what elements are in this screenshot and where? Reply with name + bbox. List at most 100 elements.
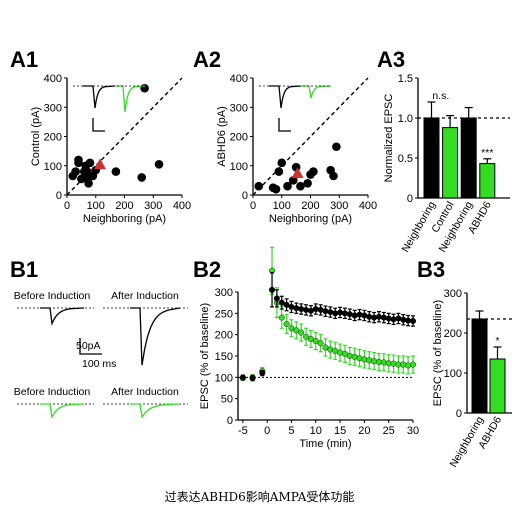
x-tick-label: 20 <box>358 425 370 437</box>
significance-label: n.s. <box>432 90 449 102</box>
x-tick-label: 0 <box>250 200 256 212</box>
panel-label-b1: B1 <box>10 257 38 282</box>
bar <box>442 127 459 199</box>
data-point <box>317 340 324 347</box>
unity-line <box>252 77 369 196</box>
x-tick-label: 300 <box>144 200 162 212</box>
data-point <box>410 318 417 325</box>
data-point <box>249 375 256 382</box>
data-point <box>303 306 310 313</box>
scatter-a1: 0 100 200 300 400 0 100 200 300 400 Neighboring (p… <box>30 73 191 225</box>
significance-label: *** <box>481 147 493 159</box>
data-point <box>375 313 382 320</box>
data-point <box>366 313 373 320</box>
data-point <box>271 184 281 194</box>
significance-label: * <box>495 335 499 347</box>
x-axis-label: Neighboring (pA) <box>269 213 352 225</box>
y-tick-label: 50 <box>221 394 233 406</box>
trace-before <box>40 307 85 326</box>
y-tick-label: 200 <box>44 132 62 144</box>
data-point <box>137 173 147 182</box>
y-tick-label: 0 <box>227 415 233 427</box>
y-tick-label: 400 <box>44 73 62 85</box>
data-point <box>269 286 276 293</box>
data-point <box>410 361 417 368</box>
bars-a3: 00.51.01.5NeighboringControlNeighboringA… <box>383 73 510 255</box>
inset-scalebar <box>278 118 291 132</box>
x-axis-label: Neighboring (pA) <box>83 213 166 225</box>
data-point <box>273 295 280 302</box>
data-point <box>309 167 318 176</box>
scalebar-time: 100 ms <box>82 358 116 370</box>
x-tick-label: -5 <box>238 425 248 437</box>
x-tick-label: 0 <box>264 425 270 437</box>
data-point <box>239 374 246 381</box>
trace-after <box>130 403 181 419</box>
panel-label-b3: B3 <box>417 257 445 282</box>
data-point <box>371 314 378 321</box>
y-tick-label: 0 <box>56 190 62 202</box>
data-point <box>322 308 329 315</box>
data-point <box>371 358 378 365</box>
y-tick-label: 0 <box>242 190 248 202</box>
mean-marker <box>94 158 107 170</box>
data-point <box>303 179 312 188</box>
inset-trace-transfected <box>113 85 146 113</box>
y-tick-label: 300 <box>444 288 462 300</box>
data-point <box>254 181 264 191</box>
y-tick-label: 100 <box>44 161 62 173</box>
bar <box>479 163 496 199</box>
data-point <box>361 356 368 363</box>
x-tick-label: 200 <box>115 200 133 212</box>
x-tick-label: 100 <box>273 200 291 212</box>
y-tick-label: 1.0 <box>398 113 413 125</box>
mean-marker <box>291 167 304 179</box>
x-axis-label: Time (min) <box>299 438 351 450</box>
trace-label-after: After Induction <box>111 386 179 398</box>
y-axis-label: Control (pA) <box>30 107 42 166</box>
data-point <box>283 181 292 191</box>
data-point <box>366 357 373 364</box>
inset-trace-neighboring <box>83 85 116 109</box>
data-point <box>154 159 164 169</box>
panel-label-a3: A3 <box>377 47 405 72</box>
data-point <box>277 158 287 168</box>
data-point <box>298 306 305 313</box>
trace-label-after: After Induction <box>111 290 179 302</box>
data-point <box>111 167 121 176</box>
data-point <box>312 306 319 313</box>
x-tick-label: 25 <box>383 425 395 437</box>
data-point <box>405 362 412 369</box>
panel-label-a2: A2 <box>193 47 221 72</box>
x-tick-label: 200 <box>301 200 319 212</box>
trace-before <box>40 403 85 419</box>
y-tick-label: 300 <box>44 102 62 114</box>
x-tick-label: 400 <box>173 200 191 212</box>
x-tick-label: 100 <box>87 200 105 212</box>
data-point <box>346 353 353 360</box>
data-point <box>140 83 149 93</box>
bar <box>489 358 506 414</box>
data-point <box>356 311 363 318</box>
y-tick-label: 300 <box>215 287 233 299</box>
scalebar-amplitude: 50pA <box>76 340 101 352</box>
y-tick-label: 0.5 <box>398 153 413 165</box>
inset-scalebar <box>92 118 105 132</box>
data-point <box>332 142 341 152</box>
data-point <box>390 316 397 323</box>
data-point <box>341 310 348 317</box>
inset-trace-transfected <box>299 85 332 99</box>
y-tick-label: 1.5 <box>398 73 413 85</box>
data-point <box>293 305 300 312</box>
y-tick-label: 100 <box>215 372 233 384</box>
trace-label-before: Before Induction <box>14 290 91 302</box>
inset-trace-neighboring <box>269 85 302 109</box>
x-tick-label: 0 <box>64 200 70 212</box>
data-point <box>385 315 392 322</box>
data-point <box>351 312 358 319</box>
data-point <box>296 181 305 191</box>
data-point <box>400 316 407 323</box>
y-axis-label: EPSC (% of baseline) <box>432 300 444 406</box>
data-point <box>400 361 407 368</box>
